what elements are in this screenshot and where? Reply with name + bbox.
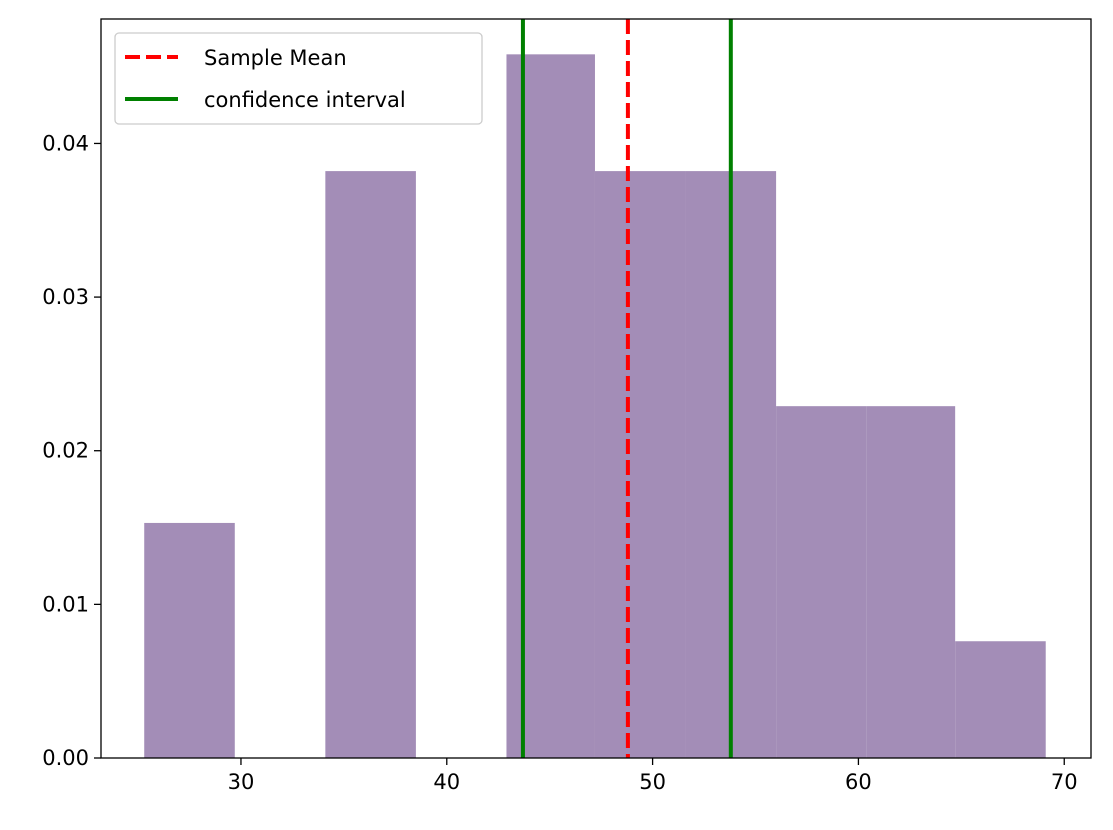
x-tick-label: 30 — [228, 770, 255, 794]
legend-box — [114, 32, 483, 125]
legend-label: confidence interval — [204, 88, 406, 112]
x-tick-label: 60 — [845, 770, 872, 794]
x-tick-label: 70 — [1051, 770, 1078, 794]
histogram-bar-6 — [594, 171, 686, 758]
x-tick-label: 50 — [639, 770, 666, 794]
histogram-bar-10 — [955, 641, 1046, 758]
y-tick-label: 0.04 — [42, 131, 89, 155]
histogram-bar-8 — [776, 406, 867, 758]
x-axis-ticks: 30 40 50 60 70 — [228, 758, 1078, 794]
legend: Sample Mean confidence interval — [114, 32, 483, 125]
y-tick-label: 0.02 — [42, 439, 89, 463]
histogram-bar-5 — [506, 54, 595, 759]
histogram-bar-9 — [866, 406, 956, 758]
y-tick-label: 0.00 — [42, 746, 89, 770]
legend-label: Sample Mean — [204, 46, 347, 70]
axes-frame — [100, 18, 1092, 759]
histogram-bars — [144, 54, 1046, 759]
reference-lines — [520, 19, 733, 758]
histogram-bar-1 — [144, 522, 235, 758]
y-tick-label: 0.01 — [42, 592, 89, 616]
y-axis-ticks: 0.00 0.01 0.02 0.03 0.04 — [42, 131, 101, 770]
histogram-bar-3 — [325, 171, 416, 758]
x-tick-label: 40 — [433, 770, 460, 794]
y-tick-label: 0.03 — [42, 285, 89, 309]
